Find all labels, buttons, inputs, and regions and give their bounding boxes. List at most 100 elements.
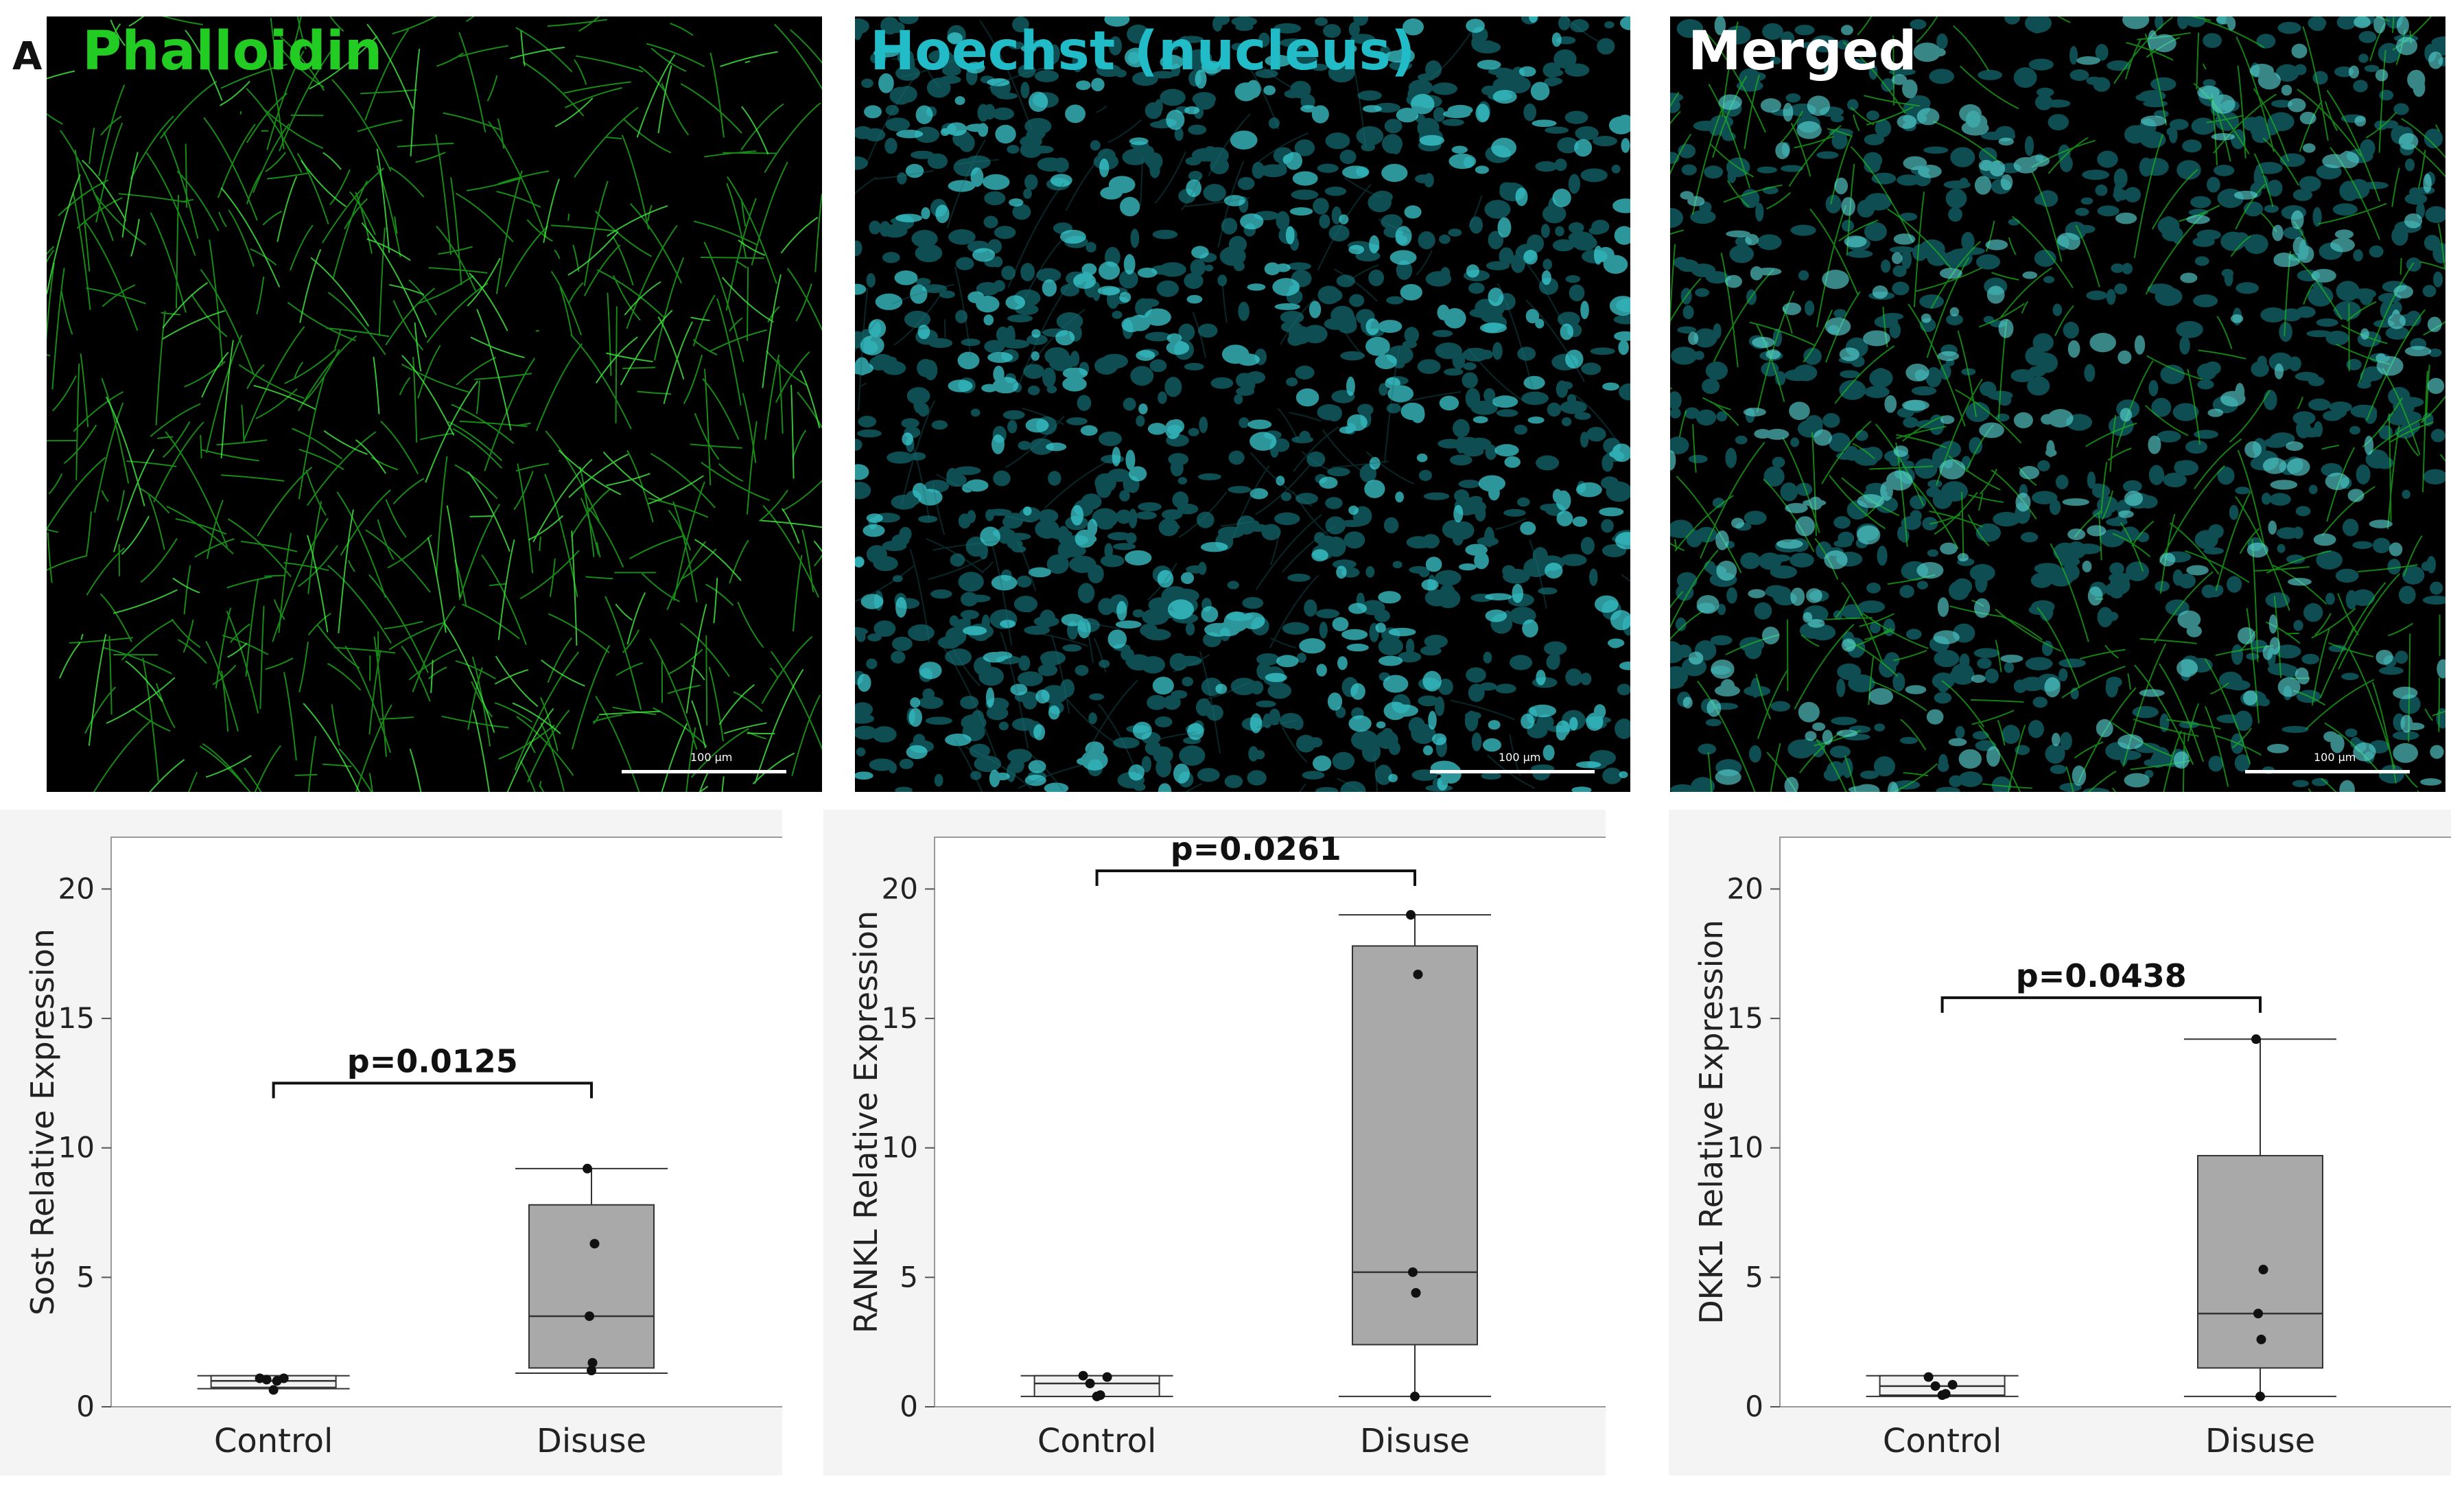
nucleus: [1050, 174, 1072, 187]
nucleus: [1439, 583, 1456, 603]
nucleus: [2075, 207, 2089, 216]
fiber: [2194, 438, 2242, 489]
nucleus: [1125, 449, 1136, 471]
fiber: [646, 43, 705, 67]
nucleus: [1468, 683, 1485, 702]
fiber: [855, 565, 915, 603]
nucleus: [1418, 695, 1439, 707]
fiber: [1830, 135, 1853, 204]
fiber: [621, 135, 650, 230]
nucleus: [1937, 760, 1949, 772]
fiber: [626, 592, 646, 645]
nucleus: [955, 257, 974, 270]
nucleus: [1324, 288, 1343, 303]
nucleus: [1492, 395, 1518, 408]
nucleus: [2430, 581, 2443, 595]
fiber: [855, 176, 877, 195]
nucleus: [1475, 104, 1490, 123]
nucleus: [987, 78, 1010, 86]
nucleus: [2430, 429, 2445, 443]
nucleus: [1899, 736, 1919, 745]
nucleus: [884, 137, 897, 154]
nucleus: [2185, 16, 2206, 27]
fiber: [417, 344, 441, 399]
fiber: [1868, 656, 1875, 705]
data-point: [268, 1385, 279, 1395]
nucleus: [1466, 264, 1479, 278]
nuclei-group: [855, 16, 1630, 792]
fiber: [1720, 253, 1739, 368]
fiber: [1967, 514, 1990, 547]
fiber: [2422, 371, 2428, 493]
nucleus: [2323, 731, 2338, 743]
nucleus: [2392, 730, 2419, 740]
fiber: [1333, 268, 1378, 302]
nucleus: [1782, 302, 1802, 316]
fiber: [1373, 754, 1378, 792]
nucleus: [1823, 64, 1838, 75]
fiber: [2205, 706, 2229, 787]
fiber: [113, 449, 155, 552]
nucleus: [2349, 425, 2361, 435]
nucleus: [2341, 150, 2353, 164]
nucleus: [1158, 518, 1179, 537]
nucleus: [939, 290, 955, 299]
nucleus: [2420, 778, 2442, 786]
nucleus: [974, 756, 1002, 773]
nucleus: [1432, 733, 1447, 745]
fiber: [691, 700, 707, 749]
nucleus: [2234, 710, 2253, 732]
nucleus: [1088, 712, 1097, 725]
fiber: [121, 619, 174, 661]
nucleus: [1107, 532, 1131, 541]
nucleus: [1024, 774, 1046, 786]
nucleus: [1006, 325, 1016, 345]
nucleus: [1410, 93, 1435, 115]
fiber: [125, 660, 163, 702]
nucleus: [1575, 761, 1601, 769]
fiber: [2048, 137, 2089, 174]
nucleus: [1186, 294, 1203, 304]
fiber: [1862, 613, 1929, 649]
nucleus: [1263, 85, 1276, 95]
data-point: [1095, 1390, 1105, 1401]
fiber: [539, 697, 559, 751]
fiber: [2057, 16, 2071, 23]
fiber: [471, 681, 493, 718]
fiber: [1755, 673, 1772, 720]
nucleus: [1276, 655, 1299, 668]
x-tick-label: Control: [214, 1422, 333, 1460]
fiber: [1184, 783, 1203, 792]
nucleus: [1971, 675, 1986, 683]
nucleus: [2157, 216, 2180, 235]
nucleus: [1158, 391, 1167, 404]
nucleus: [2115, 212, 2137, 224]
nucleus: [1166, 109, 1185, 130]
nucleus: [1565, 349, 1584, 369]
nucleus: [2316, 318, 2338, 327]
nucleus: [1077, 395, 1092, 411]
nucleus: [1499, 182, 1515, 194]
nucleus: [1937, 351, 1960, 362]
fiber: [607, 204, 668, 237]
nucleus: [2148, 465, 2165, 485]
nucleus: [1037, 509, 1059, 524]
fiber: [2230, 235, 2251, 257]
fiber: [585, 576, 613, 580]
fiber: [751, 161, 788, 266]
nucleus: [2288, 98, 2306, 113]
fiber: [316, 624, 360, 669]
y-tick-label: 20: [1727, 872, 1763, 905]
nucleus: [1296, 653, 1306, 663]
nucleus: [1055, 330, 1075, 346]
fiber: [1816, 205, 1847, 327]
nucleus: [2182, 139, 2202, 153]
nucleus: [1295, 365, 1315, 379]
nucleus: [2168, 126, 2178, 143]
nucleus: [1580, 537, 1595, 555]
phalloidin-title: Phalloidin: [82, 21, 383, 82]
nucleus: [1950, 147, 1975, 167]
nucleus: [2224, 270, 2233, 287]
fiber: [476, 309, 512, 431]
nucleus: [855, 725, 878, 740]
